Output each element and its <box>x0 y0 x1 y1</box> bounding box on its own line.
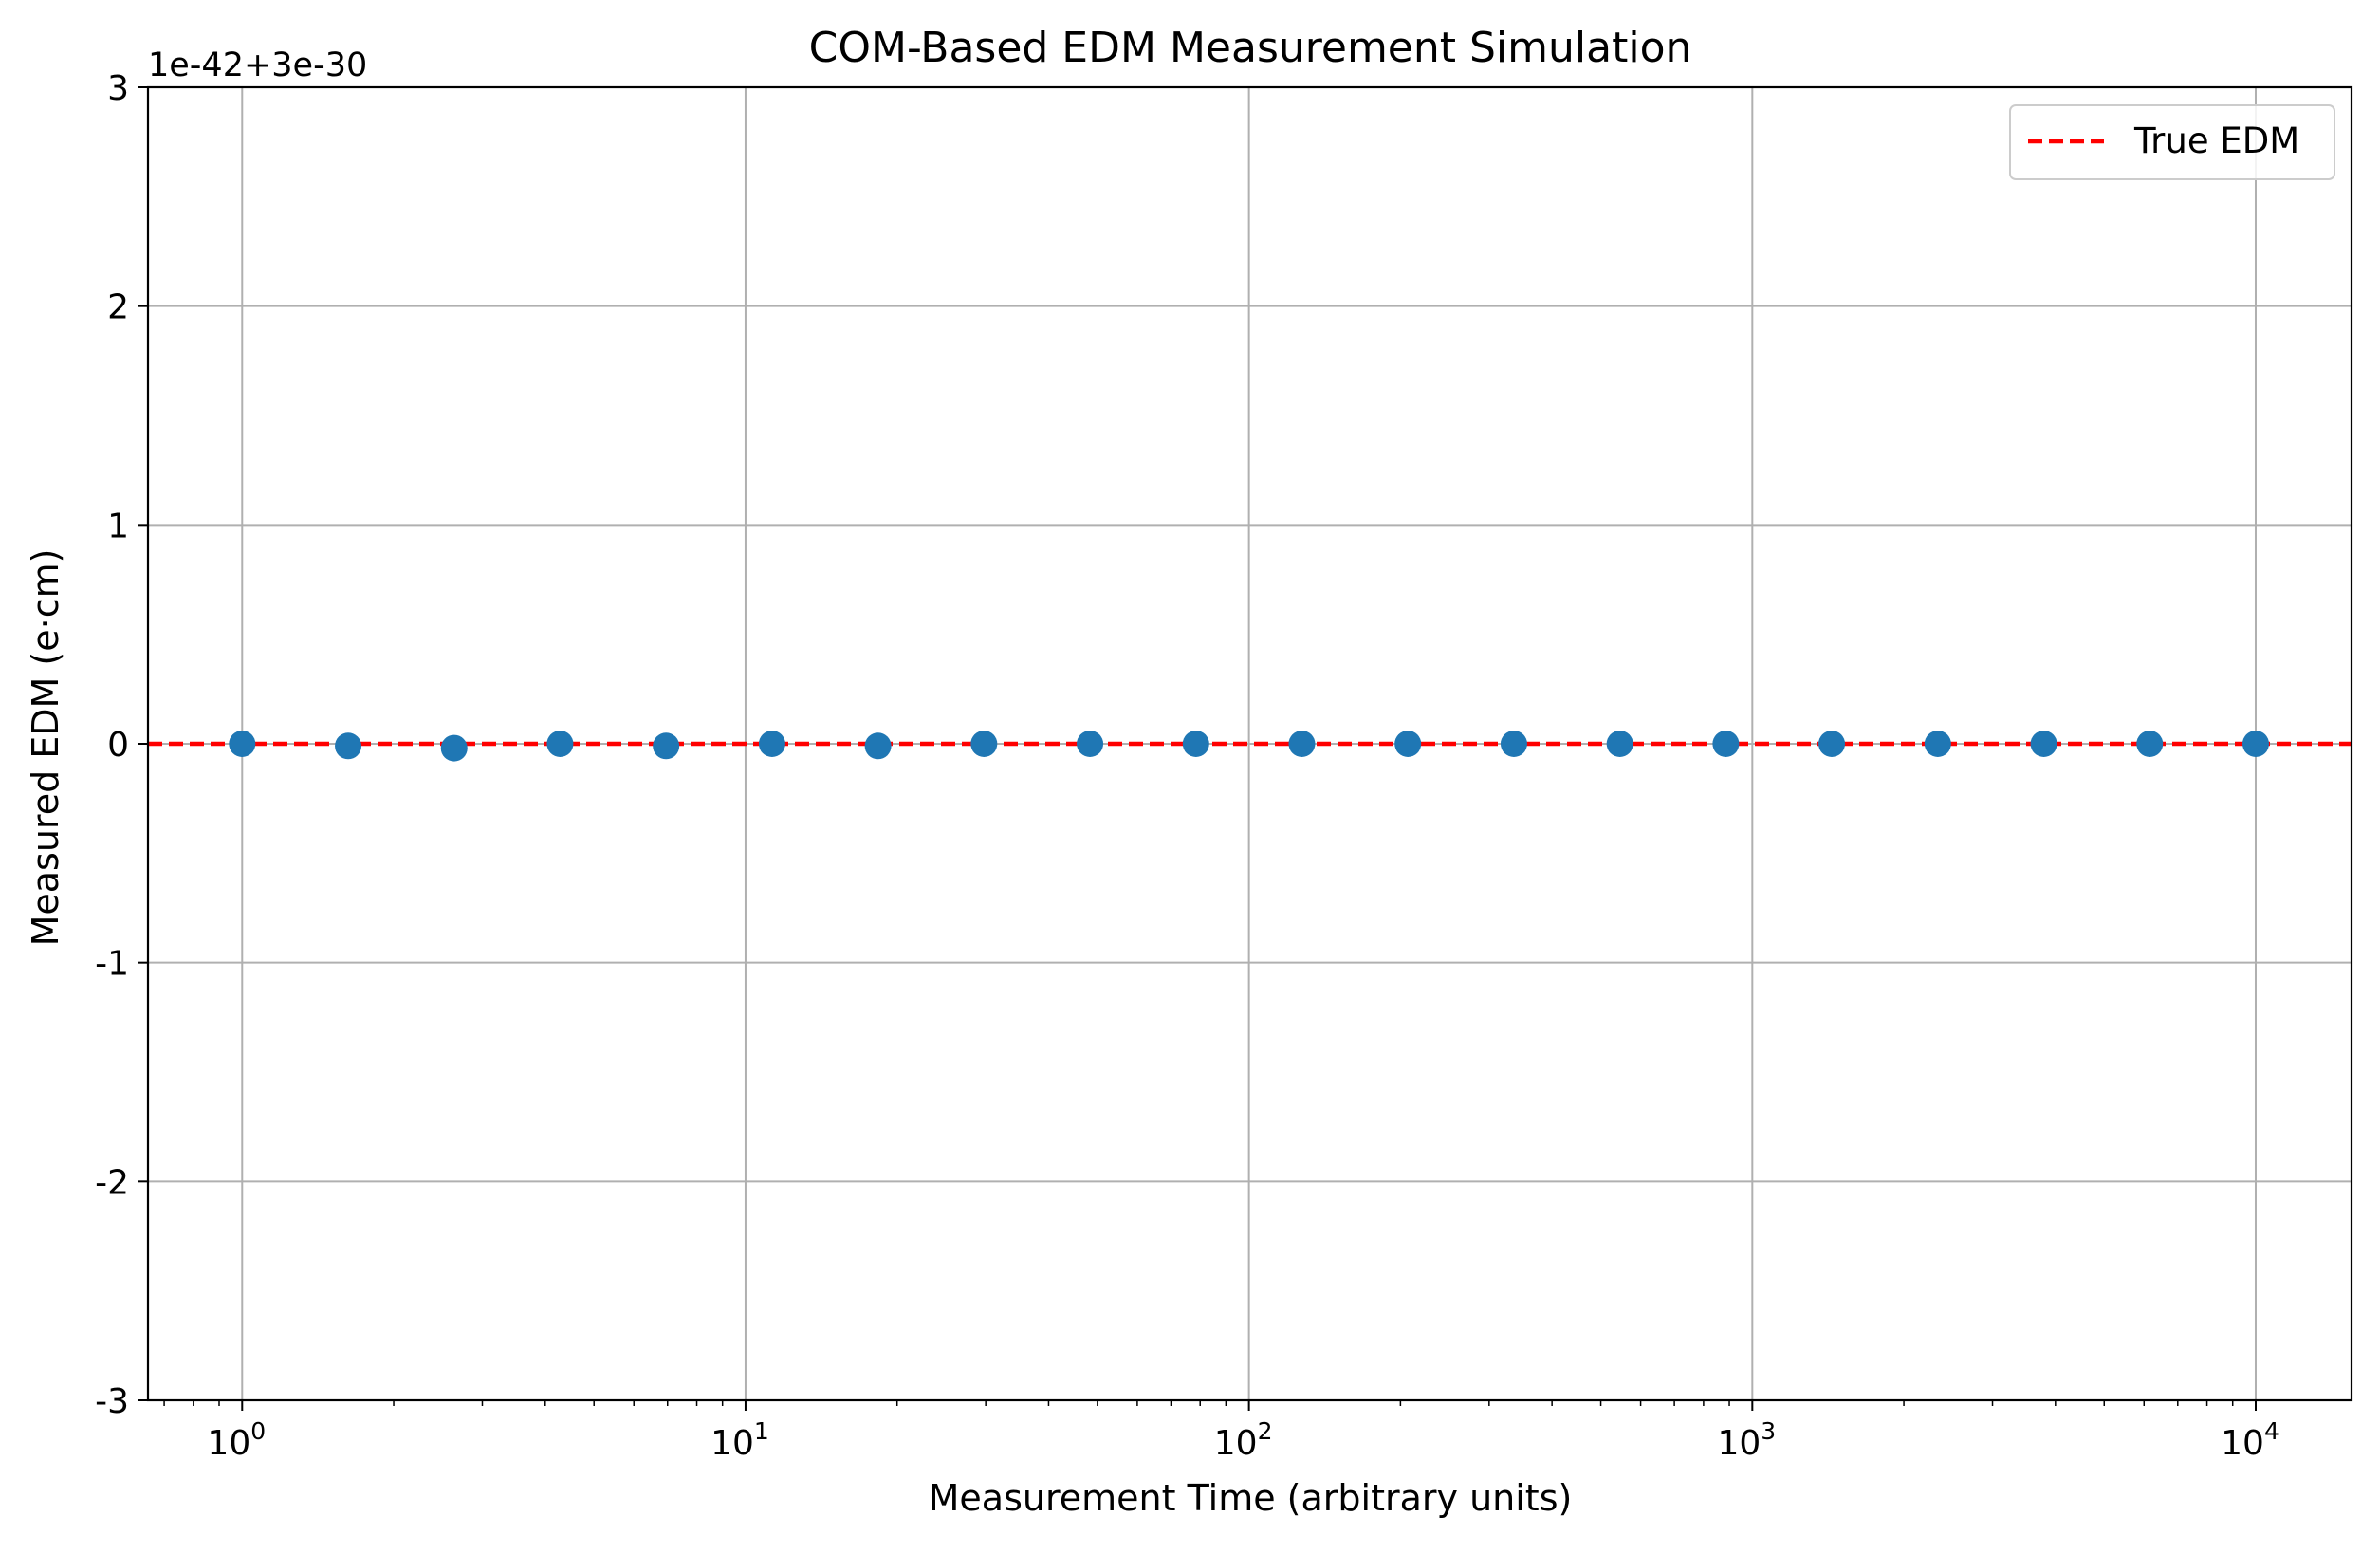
data-point <box>1924 731 1951 757</box>
y-tick-label: -1 <box>95 945 129 984</box>
data-point <box>2136 731 2164 757</box>
x-tick-exponent: 2 <box>1258 1417 1273 1445</box>
y-offset-text: 1e-42+3e-30 <box>148 46 367 84</box>
x-tick-base: 10 <box>207 1424 250 1463</box>
x-tick-label: 100 <box>207 1417 266 1463</box>
y-axis-ticks: 3 2 1 0 -1 -2 -3 <box>95 69 148 1421</box>
y-tick-label: 3 <box>107 69 129 108</box>
data-point <box>1288 731 1316 757</box>
measured-points-series <box>229 731 2269 762</box>
x-tick-base: 10 <box>1717 1424 1761 1463</box>
x-axis-label: Measurement Time (arbitrary units) <box>929 1477 1573 1519</box>
data-point <box>2030 731 2057 757</box>
y-tick-label: 1 <box>107 507 129 546</box>
y-tick-label: 0 <box>107 726 129 765</box>
y-tick-label: 2 <box>107 288 129 327</box>
chart-title: COM-Based EDM Measurement Simulation <box>809 24 1692 72</box>
legend: True EDM <box>2009 104 2335 180</box>
data-point <box>335 732 362 760</box>
data-point <box>970 731 998 757</box>
data-point <box>1394 731 1422 757</box>
x-tick-base: 10 <box>2221 1424 2264 1463</box>
data-point <box>440 734 468 762</box>
data-point <box>758 731 785 757</box>
x-tick-exponent: 4 <box>2264 1417 2279 1445</box>
data-point <box>1500 731 1527 757</box>
x-tick-base: 10 <box>1214 1424 1258 1463</box>
data-point <box>1606 731 1633 757</box>
x-tick-label: 104 <box>2221 1417 2279 1463</box>
x-axis-ticks: 100 101 102 103 104 <box>163 1400 2279 1463</box>
y-tick-label: -3 <box>95 1382 129 1421</box>
data-point <box>653 732 680 760</box>
x-tick-base: 10 <box>710 1424 754 1463</box>
y-axis-label: Measured EDM (e·cm) <box>25 549 66 947</box>
x-tick-label: 103 <box>1717 1417 1776 1463</box>
x-tick-label: 101 <box>710 1417 769 1463</box>
y-tick-label: -2 <box>95 1163 129 1202</box>
data-point <box>546 731 574 757</box>
x-tick-label: 102 <box>1214 1417 1273 1463</box>
data-point <box>229 731 256 757</box>
data-point <box>864 732 892 760</box>
legend-box <box>2009 104 2335 180</box>
x-tick-exponent: 3 <box>1761 1417 1776 1445</box>
data-point <box>1077 731 1104 757</box>
data-point <box>2242 731 2269 757</box>
x-tick-exponent: 1 <box>754 1417 769 1445</box>
data-point <box>1818 731 1846 757</box>
data-point <box>1182 731 1209 757</box>
legend-label-true-edm: True EDM <box>2133 120 2299 161</box>
data-point <box>1712 731 1740 757</box>
x-tick-exponent: 0 <box>250 1417 266 1445</box>
